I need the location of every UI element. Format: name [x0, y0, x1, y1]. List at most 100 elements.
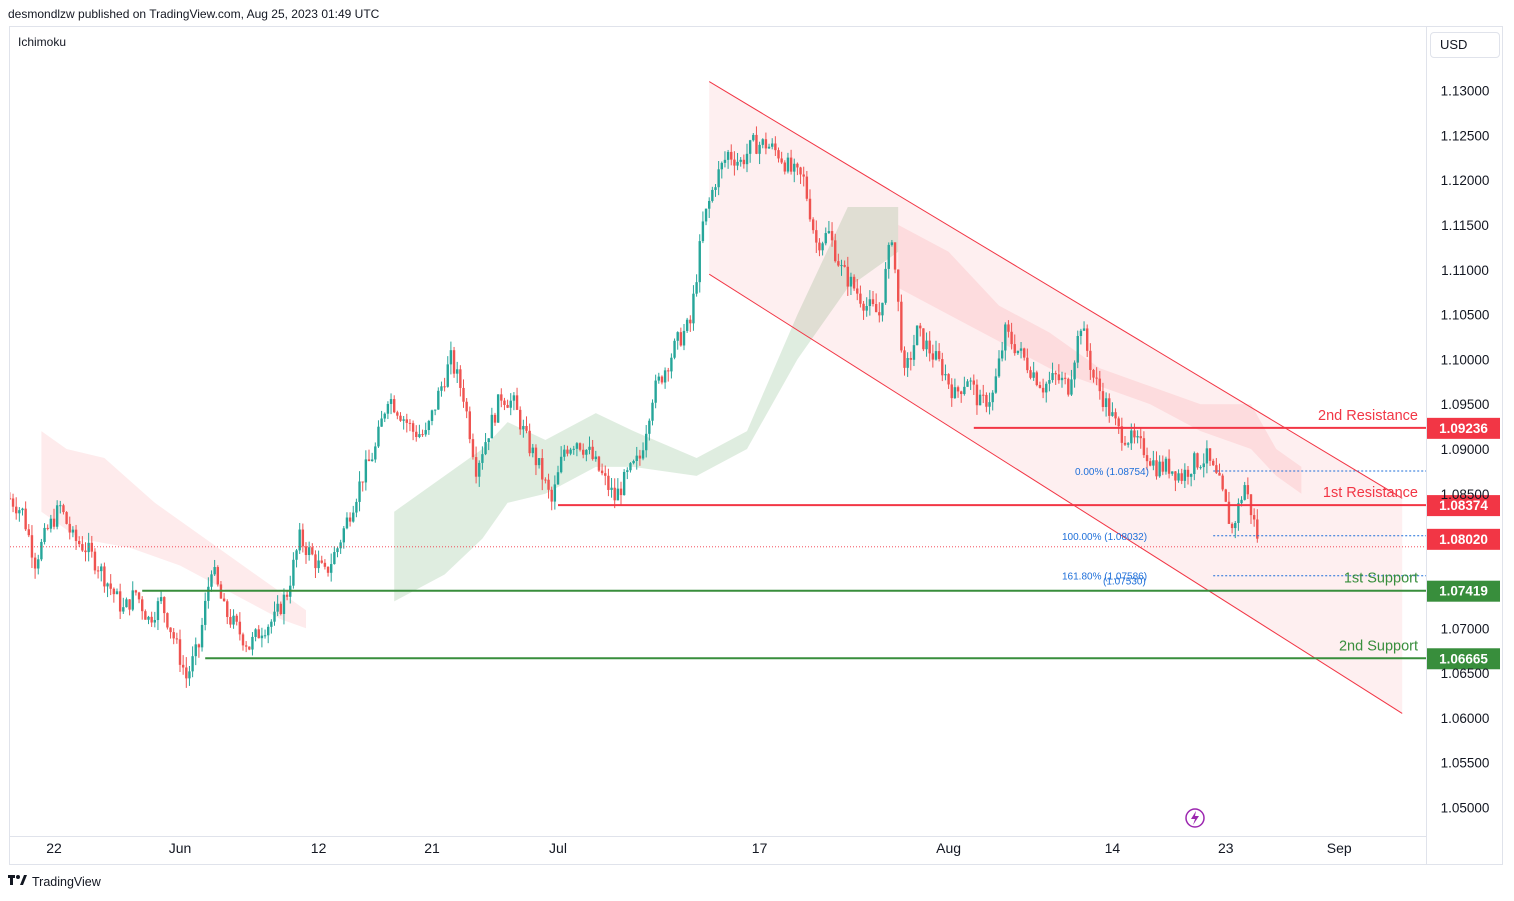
candle-body	[944, 374, 947, 376]
candle-body	[109, 583, 112, 589]
level-price-label-0: 1.09236	[1439, 421, 1488, 436]
candle-body	[676, 332, 679, 341]
candle-body	[1023, 348, 1026, 358]
candle-body	[660, 376, 664, 383]
candle-body	[71, 529, 75, 533]
y-tick-label: 1.13000	[1441, 84, 1490, 99]
candle-body	[550, 489, 553, 502]
candle-body	[200, 624, 204, 648]
candle-body	[600, 470, 604, 474]
candle-body	[682, 330, 686, 346]
candle-body	[254, 629, 257, 637]
candle-body	[270, 621, 273, 627]
candle-body	[1013, 344, 1016, 354]
candle-body	[1126, 443, 1130, 445]
candle-body	[1057, 374, 1061, 381]
chart-frame	[9, 26, 1503, 865]
candle-body	[815, 230, 818, 243]
candle-body	[610, 487, 613, 490]
candle-body	[1004, 324, 1007, 351]
candle-body	[197, 644, 201, 648]
candle-body	[364, 459, 368, 483]
candle-body	[33, 557, 37, 569]
candle-body	[704, 208, 708, 222]
candle-body	[298, 529, 301, 551]
candle-body	[922, 328, 925, 350]
y-tick-label: 1.08500	[1441, 487, 1490, 502]
fib-label-0: 0.00% (1.08754)	[1075, 467, 1149, 478]
candle-body	[1205, 448, 1209, 464]
candle-body	[1111, 412, 1114, 416]
y-tick-label: 1.09000	[1441, 442, 1490, 457]
candle-body	[619, 488, 623, 496]
candle-body	[780, 158, 783, 163]
candle-body	[96, 570, 100, 572]
candle-body	[1086, 328, 1089, 351]
candle-body	[868, 299, 872, 307]
candle-body	[685, 319, 689, 331]
candle-body	[500, 394, 503, 401]
candle-body	[1161, 461, 1164, 472]
candle-body	[622, 471, 626, 496]
candle-body	[572, 448, 575, 450]
candle-body	[285, 594, 289, 597]
candle-body	[730, 151, 733, 160]
candle-body	[78, 540, 81, 545]
candle-body	[1171, 471, 1174, 474]
candle-body	[1202, 463, 1205, 468]
candle-body	[692, 293, 695, 324]
x-tick-label: Jun	[169, 840, 192, 856]
candle-body	[758, 144, 761, 154]
candle-body	[865, 306, 868, 311]
candle-body	[616, 488, 620, 501]
y-tick-label: 1.05500	[1441, 756, 1490, 771]
candle-body	[736, 161, 739, 166]
y-tick-label: 1.06000	[1441, 711, 1490, 726]
x-tick-label: 14	[1105, 840, 1121, 856]
x-tick-label: 17	[752, 840, 768, 856]
candle-body	[761, 139, 764, 145]
candle-body	[131, 590, 134, 610]
candle-body	[1158, 461, 1161, 477]
candle-body	[1186, 469, 1190, 477]
candle-body	[478, 462, 481, 477]
level-price-label-2: 1.07419	[1439, 584, 1488, 599]
candle-body	[352, 512, 355, 522]
candle-body	[1026, 357, 1029, 371]
candle-body	[276, 603, 279, 612]
candle-body	[188, 671, 191, 679]
candle-body	[144, 611, 147, 620]
candle-body	[415, 431, 418, 438]
fib-label-3: (1.07530)	[1103, 577, 1146, 588]
published-note: desmondlzw published on TradingView.com,…	[8, 7, 380, 21]
candle-body	[374, 446, 377, 460]
candle-body	[345, 517, 349, 529]
candle-body	[525, 425, 528, 431]
candle-body	[626, 470, 629, 472]
candle-body	[925, 340, 928, 350]
candle-body	[27, 529, 30, 536]
candle-body	[150, 616, 153, 623]
indicator-label[interactable]: Ichimoku	[18, 35, 67, 49]
candle-body	[582, 449, 585, 455]
candle-body	[900, 301, 903, 351]
candle-body	[975, 384, 979, 406]
candle-body	[638, 455, 642, 459]
candle-body	[941, 359, 944, 376]
candle-body	[604, 473, 607, 476]
candle-body	[1016, 350, 1020, 354]
candle-body	[645, 433, 648, 451]
candle-body	[978, 394, 982, 406]
candle-body	[541, 458, 544, 480]
candle-body	[166, 613, 169, 628]
candle-body	[18, 510, 21, 514]
candle-body	[1117, 418, 1120, 427]
candle-body	[767, 146, 771, 149]
candle-body	[15, 506, 18, 514]
candle-body	[670, 357, 673, 372]
currency-button[interactable]: USD	[1430, 32, 1500, 58]
candle-body	[522, 425, 525, 430]
level-price-tag-2	[1427, 580, 1500, 602]
candle-body	[181, 664, 185, 668]
